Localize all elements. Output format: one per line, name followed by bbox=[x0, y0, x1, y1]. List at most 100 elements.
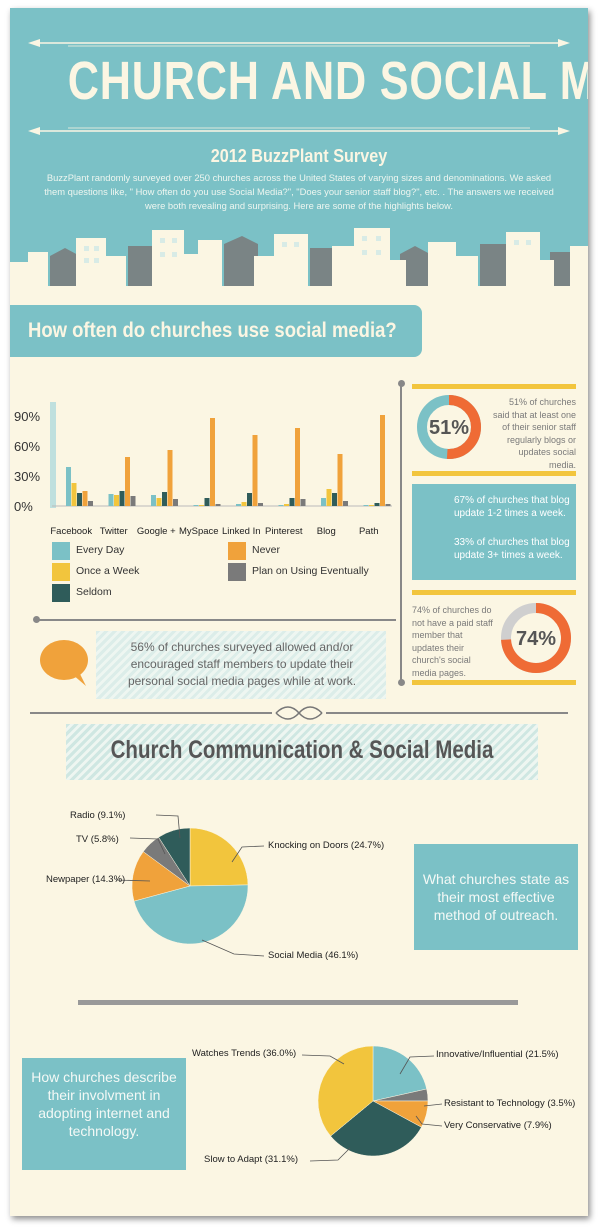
bar bbox=[125, 457, 130, 506]
vertical-divider bbox=[400, 383, 402, 683]
stat-rule-2 bbox=[412, 471, 576, 476]
top-ornament-line bbox=[28, 39, 570, 47]
bar bbox=[343, 501, 348, 506]
pie-slice bbox=[189, 827, 249, 887]
adoption-callout: How churches describe their involvment i… bbox=[22, 1058, 186, 1170]
bar bbox=[88, 501, 93, 506]
pie-slice bbox=[330, 1100, 422, 1157]
bar bbox=[77, 493, 82, 506]
intro-paragraph: BuzzPlant randomly surveyed over 250 chu… bbox=[44, 172, 554, 211]
bar bbox=[108, 494, 114, 506]
x-tick-label: Pinterest bbox=[265, 526, 303, 537]
bar bbox=[380, 415, 385, 506]
blog-frequency-row-2: 33% of churches that blog update 3+ time… bbox=[422, 536, 572, 566]
blog-percentage-ring: 51% bbox=[417, 395, 481, 459]
outreach-callout: What churches state as their most effect… bbox=[414, 844, 578, 950]
section-banner-usage: How often do churches use social media? bbox=[10, 305, 422, 357]
usage-bar-chart: 90% 60% 30% 0% Facebook Twitter Google + MySpac… bbox=[14, 402, 392, 537]
blog-frequency-box: 67% of churches that blog update 1-2 tim… bbox=[412, 484, 576, 580]
pie-slice bbox=[131, 851, 191, 902]
quote-rule bbox=[36, 619, 396, 621]
bar bbox=[247, 493, 252, 506]
bar bbox=[130, 496, 136, 506]
pie1-label-doors: Knocking on Doors (24.7%) bbox=[268, 840, 385, 851]
infographic-page: CHURCH AND SOCIAL MEDIA 2012 BuzzPlant S… bbox=[10, 8, 588, 1216]
pie2-label-resistant: Resistant to Technology (3.5%) bbox=[444, 1098, 576, 1109]
y-axis bbox=[50, 402, 56, 508]
pie2-label-innovative: Innovative/Influential (21.5%) bbox=[436, 1049, 559, 1060]
ring-fill bbox=[501, 603, 571, 673]
bar bbox=[114, 495, 119, 506]
staff-social-media-quote: 56% of churches surveyed allowed and/or … bbox=[96, 631, 386, 699]
bar bbox=[321, 498, 326, 506]
x-tick-label: Path bbox=[359, 526, 379, 537]
x-tick-label: Twitter bbox=[100, 526, 128, 537]
outreach-pie-chart bbox=[131, 827, 249, 945]
bar bbox=[332, 493, 337, 506]
speech-bubble-icon bbox=[40, 640, 88, 686]
bar bbox=[326, 489, 332, 506]
divider-dot-bottom bbox=[398, 679, 405, 686]
quote-rule-dot bbox=[33, 616, 40, 623]
legend-swatch bbox=[228, 563, 246, 581]
bar bbox=[369, 505, 374, 506]
main-title: CHURCH AND SOCIAL MEDIA bbox=[67, 51, 588, 111]
legend-label: Plan on Using Eventually bbox=[252, 565, 369, 577]
ring-fill bbox=[417, 395, 481, 459]
bar bbox=[119, 491, 125, 506]
bar bbox=[167, 450, 173, 506]
legend-swatch bbox=[228, 542, 246, 560]
city-skyline-illustration bbox=[10, 228, 588, 298]
bar bbox=[199, 505, 204, 506]
bar bbox=[363, 505, 369, 506]
bottom-ornament-line bbox=[28, 127, 570, 135]
legend-swatch bbox=[52, 584, 70, 602]
bar bbox=[258, 503, 263, 506]
y-tick-label: 30% bbox=[14, 469, 40, 484]
pie1-label-social: Social Media (46.1%) bbox=[268, 950, 359, 961]
legend-label: Seldom bbox=[76, 586, 112, 598]
pie2-label-conservative: Very Conservative (7.9%) bbox=[444, 1120, 552, 1131]
blog-frequency-row-1: 67% of churches that blog update 1-2 tim… bbox=[422, 494, 572, 524]
paid-staff-stat-text: 74% of churches do not have a paid staff… bbox=[412, 605, 493, 678]
bar bbox=[82, 491, 88, 506]
bar bbox=[252, 435, 258, 506]
bar bbox=[66, 467, 71, 506]
bar bbox=[337, 454, 343, 506]
bar bbox=[300, 499, 306, 506]
bar bbox=[162, 492, 167, 506]
pie1-label-newspaper: Newpaper (14.3%) bbox=[46, 874, 126, 885]
quote-text: 56% of churches surveyed allowed and/or … bbox=[127, 640, 357, 688]
adoption-pie-leaders bbox=[301, 1054, 443, 1162]
pie-slice bbox=[158, 827, 191, 887]
divider-dot-top bbox=[398, 380, 405, 387]
paid-staff-percentage-ring: 74% bbox=[501, 603, 571, 673]
y-tick-label: 60% bbox=[14, 439, 40, 454]
pie1-label-tv: TV (5.8%) bbox=[76, 834, 119, 845]
bar bbox=[374, 503, 380, 506]
bar bbox=[204, 498, 210, 506]
outreach-callout-text: What churches state as their most effect… bbox=[422, 871, 570, 923]
bar bbox=[385, 504, 391, 506]
y-tick-label: 90% bbox=[14, 409, 40, 424]
bar bbox=[71, 483, 77, 506]
ring-label: 51% bbox=[429, 417, 469, 439]
legend-label: Never bbox=[252, 544, 281, 556]
survey-subtitle: 2012 BuzzPlant Survey bbox=[210, 146, 388, 166]
section-heading-usage: How often do churches use social media? bbox=[28, 319, 397, 342]
x-tick-label: MySpace bbox=[179, 526, 219, 537]
section-heading-communication: Church Communication & Social Media bbox=[110, 736, 494, 764]
legend-label: Every Day bbox=[76, 544, 125, 556]
pie1-label-radio: Radio (9.1%) bbox=[70, 810, 126, 821]
x-tick-label: Facebook bbox=[50, 526, 92, 537]
legend-swatch bbox=[52, 563, 70, 581]
ring-label: 74% bbox=[516, 628, 556, 650]
pie-slice bbox=[133, 884, 249, 945]
bar bbox=[241, 502, 247, 506]
bar bbox=[284, 504, 289, 506]
header: CHURCH AND SOCIAL MEDIA 2012 BuzzPlant S… bbox=[10, 8, 588, 298]
bar bbox=[289, 498, 295, 506]
x-tick-label: Blog bbox=[317, 526, 336, 537]
bar bbox=[173, 499, 178, 506]
bar bbox=[156, 498, 162, 506]
